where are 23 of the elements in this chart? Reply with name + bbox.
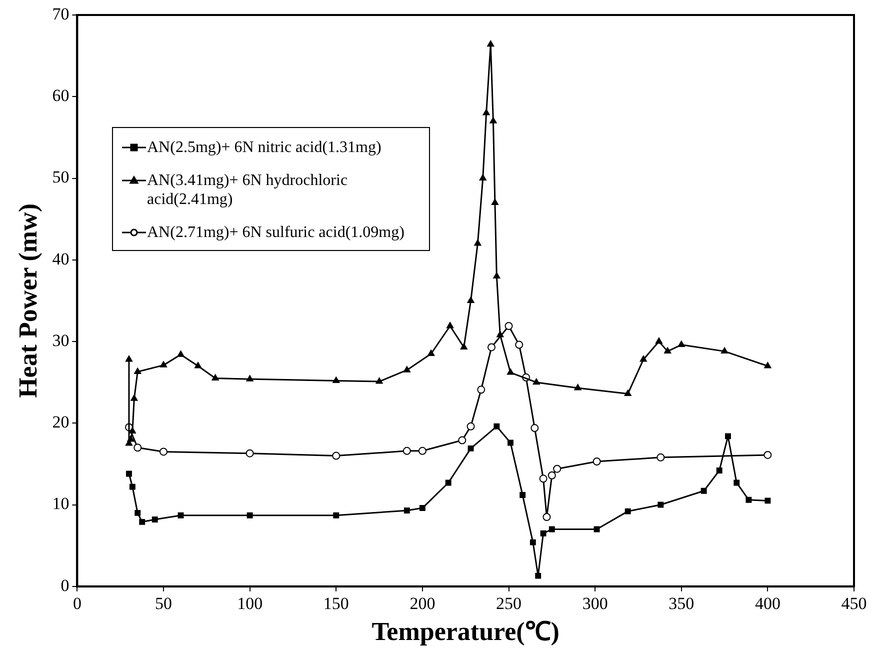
- y-tick-label: 0: [60, 576, 70, 595]
- x-tick-label: 0: [72, 594, 82, 614]
- y-tick-label: 30: [52, 330, 70, 350]
- y-tick-label: 20: [52, 412, 70, 432]
- legend-label: AN(2.71mg)+ 6N sulfuric acid(1.09mg): [147, 223, 404, 242]
- x-tick-label: 100: [237, 594, 263, 614]
- x-tick-label: 250: [496, 594, 522, 614]
- legend-label: AN(2.5mg)+ 6N nitric acid(1.31mg): [147, 138, 382, 157]
- y-tick-label: 60: [52, 86, 70, 106]
- x-tick-label: 450: [841, 594, 867, 614]
- legend-label: AN(3.41mg)+ 6N hydrochloric acid(2.41mg): [147, 171, 349, 209]
- y-tick-label: 40: [52, 249, 70, 268]
- y-tick-label: 70: [52, 4, 70, 24]
- y-tick-label: 10: [52, 494, 70, 514]
- x-tick-label: 350: [668, 594, 694, 614]
- y-tick-label: 50: [52, 168, 70, 187]
- x-tick-label: 300: [582, 594, 608, 614]
- x-tick-label: 50: [155, 594, 172, 614]
- x-tick-label: 200: [410, 594, 436, 614]
- x-tick-label: 400: [754, 594, 780, 614]
- x-axis-title: Temperature(℃): [372, 617, 560, 646]
- x-tick-label: 150: [323, 594, 349, 614]
- y-axis-title: Heat Power (mw): [13, 203, 42, 398]
